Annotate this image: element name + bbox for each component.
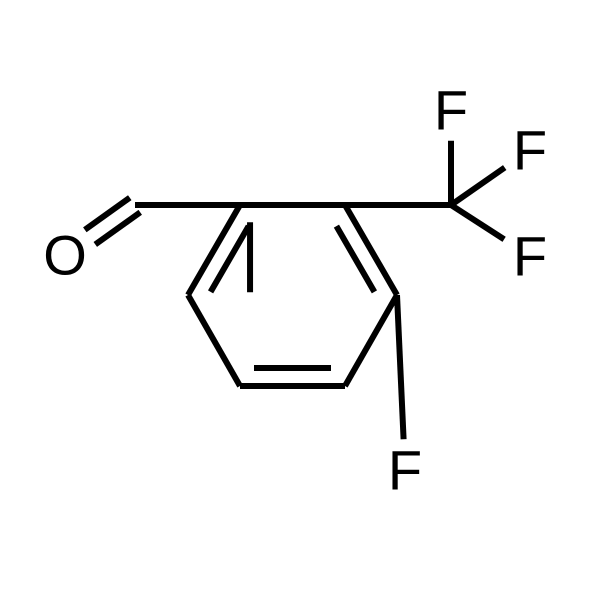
atom-label: F <box>388 439 422 502</box>
bond-line <box>345 295 397 386</box>
atom-label: F <box>513 225 547 288</box>
molecule-canvas: FFFFO <box>0 0 600 600</box>
bond-line <box>211 226 249 292</box>
bond-line <box>188 295 240 386</box>
bond-line <box>451 205 504 239</box>
bond-line <box>397 295 404 439</box>
bond-line <box>451 168 505 205</box>
atom-label: F <box>513 119 547 182</box>
bond-line <box>336 226 374 292</box>
atom-label: O <box>43 224 87 287</box>
atom-label: F <box>434 79 468 142</box>
